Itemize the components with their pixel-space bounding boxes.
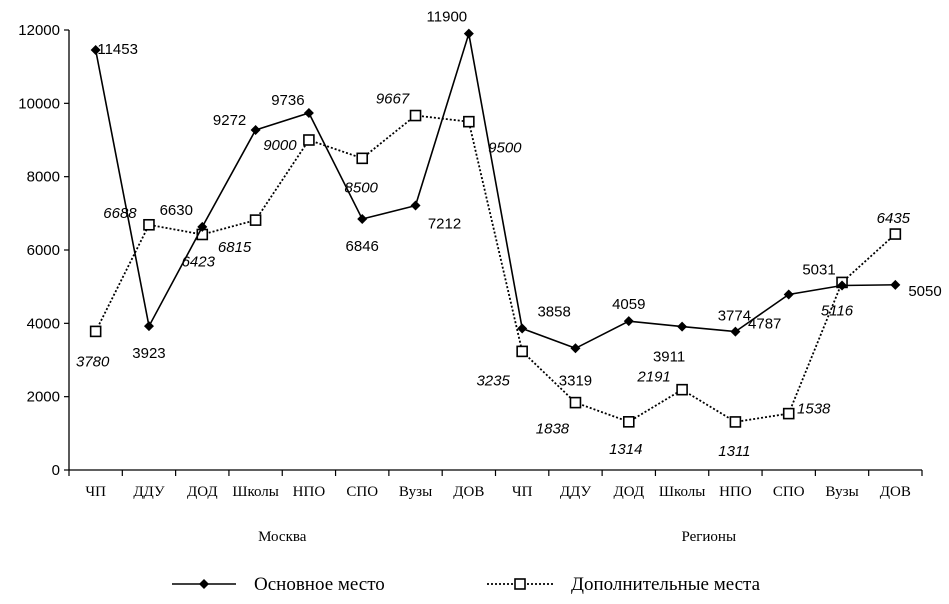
group-label: Регионы bbox=[681, 529, 736, 545]
x-tick-label: СПО bbox=[773, 484, 805, 500]
data-label-additional: 9500 bbox=[488, 140, 522, 157]
data-label-main: 5031 bbox=[802, 262, 835, 279]
data-label-additional: 6423 bbox=[182, 253, 216, 270]
data-label-additional: 3780 bbox=[76, 353, 110, 370]
data-label-main: 9736 bbox=[271, 92, 304, 109]
data-point-additional bbox=[889, 228, 902, 240]
data-label-additional: 6688 bbox=[103, 205, 137, 222]
data-label-additional: 3235 bbox=[476, 372, 510, 389]
x-tick-label: ДОД bbox=[614, 484, 645, 500]
data-point-additional bbox=[463, 115, 475, 128]
series-line-additional bbox=[94, 114, 896, 423]
data-point-main bbox=[517, 323, 528, 334]
data-label-additional: 1311 bbox=[718, 443, 750, 460]
data-label-main: 11453 bbox=[97, 41, 138, 58]
data-point-main bbox=[410, 200, 421, 211]
x-tick-label: ДДУ bbox=[133, 484, 165, 500]
data-label-main: 11900 bbox=[427, 9, 468, 26]
x-tick-label: ДОВ bbox=[453, 484, 484, 500]
data-point-additional bbox=[729, 416, 742, 428]
data-point-main bbox=[250, 125, 261, 136]
x-tick-label: ЧП bbox=[85, 484, 106, 500]
data-point-main bbox=[623, 316, 634, 327]
y-tick-label: 0 bbox=[52, 462, 60, 479]
data-point-main bbox=[197, 221, 208, 232]
data-label-main: 6630 bbox=[160, 202, 193, 219]
data-point-main bbox=[677, 321, 688, 332]
group-label: Москва bbox=[258, 529, 307, 545]
data-label-additional: 6815 bbox=[218, 239, 252, 256]
legend-marker-additional bbox=[514, 578, 526, 590]
data-label-main: 3911 bbox=[653, 349, 685, 366]
data-point-additional bbox=[89, 325, 102, 338]
data-label-main: 3858 bbox=[537, 304, 570, 321]
legend-marker-main bbox=[199, 579, 209, 589]
y-tick-label: 6000 bbox=[27, 242, 60, 259]
data-label-additional: 9000 bbox=[263, 137, 297, 154]
legend-label-main: Основное место bbox=[254, 574, 385, 595]
data-point-additional bbox=[303, 134, 315, 146]
data-label-main: 3923 bbox=[132, 345, 165, 362]
x-tick-label: Вузы bbox=[825, 484, 858, 500]
data-point-additional bbox=[409, 109, 422, 122]
data-label-main: 3319 bbox=[559, 372, 592, 389]
data-label-main: 4787 bbox=[748, 315, 781, 332]
data-point-main bbox=[890, 279, 901, 290]
x-tick-label: ЧП bbox=[512, 484, 533, 500]
data-point-additional bbox=[569, 396, 582, 409]
y-tick-label: 8000 bbox=[27, 169, 60, 186]
x-tick-label: Вузы bbox=[399, 484, 432, 500]
data-point-additional bbox=[249, 214, 262, 226]
data-label-additional: 1314 bbox=[609, 441, 642, 458]
data-point-main bbox=[783, 289, 794, 300]
data-label-additional: 6435 bbox=[877, 210, 911, 227]
data-label-additional: 2191 bbox=[636, 369, 670, 386]
data-label-additional: 1538 bbox=[797, 401, 831, 418]
series-line-main bbox=[94, 33, 896, 350]
x-tick-label: НПО bbox=[719, 484, 752, 500]
data-label-additional: 1838 bbox=[536, 421, 570, 438]
data-point-main bbox=[570, 343, 581, 354]
data-point-additional bbox=[356, 152, 369, 165]
data-point-additional bbox=[143, 218, 155, 231]
data-label-main: 5050 bbox=[908, 283, 941, 300]
data-label-main: 4059 bbox=[612, 296, 645, 313]
x-tick-label: ДОД bbox=[187, 484, 218, 500]
data-point-main bbox=[357, 213, 368, 224]
y-tick-label: 4000 bbox=[27, 315, 60, 332]
data-label-main: 3774 bbox=[718, 308, 751, 325]
y-tick-label: 10000 bbox=[18, 95, 60, 112]
data-point-additional bbox=[676, 383, 688, 396]
y-tick-label: 2000 bbox=[27, 389, 60, 406]
x-tick-label: Школы bbox=[659, 484, 706, 500]
data-point-additional bbox=[622, 416, 635, 428]
data-label-additional: 9667 bbox=[376, 91, 410, 108]
x-tick-label: СПО bbox=[346, 484, 378, 500]
x-tick-label: НПО bbox=[293, 484, 326, 500]
data-point-additional bbox=[782, 407, 795, 420]
legend-label-additional: Дополнительные места bbox=[571, 574, 761, 595]
data-point-main bbox=[143, 321, 154, 332]
data-point-additional bbox=[516, 345, 528, 358]
data-label-main: 6846 bbox=[346, 238, 379, 255]
x-tick-label: ДДУ bbox=[560, 484, 592, 500]
y-tick-label: 12000 bbox=[18, 22, 60, 39]
x-tick-label: Школы bbox=[232, 484, 279, 500]
data-label-additional: 8500 bbox=[345, 179, 379, 196]
data-point-main bbox=[90, 45, 101, 56]
data-point-main bbox=[730, 326, 741, 337]
data-label-main: 9272 bbox=[213, 112, 246, 129]
data-label-main: 7212 bbox=[428, 216, 461, 233]
data-point-main bbox=[837, 280, 848, 291]
data-point-main bbox=[303, 108, 314, 119]
x-tick-label: ДОВ bbox=[880, 484, 911, 500]
data-label-additional: 5116 bbox=[821, 302, 854, 319]
data-point-main bbox=[463, 28, 474, 39]
